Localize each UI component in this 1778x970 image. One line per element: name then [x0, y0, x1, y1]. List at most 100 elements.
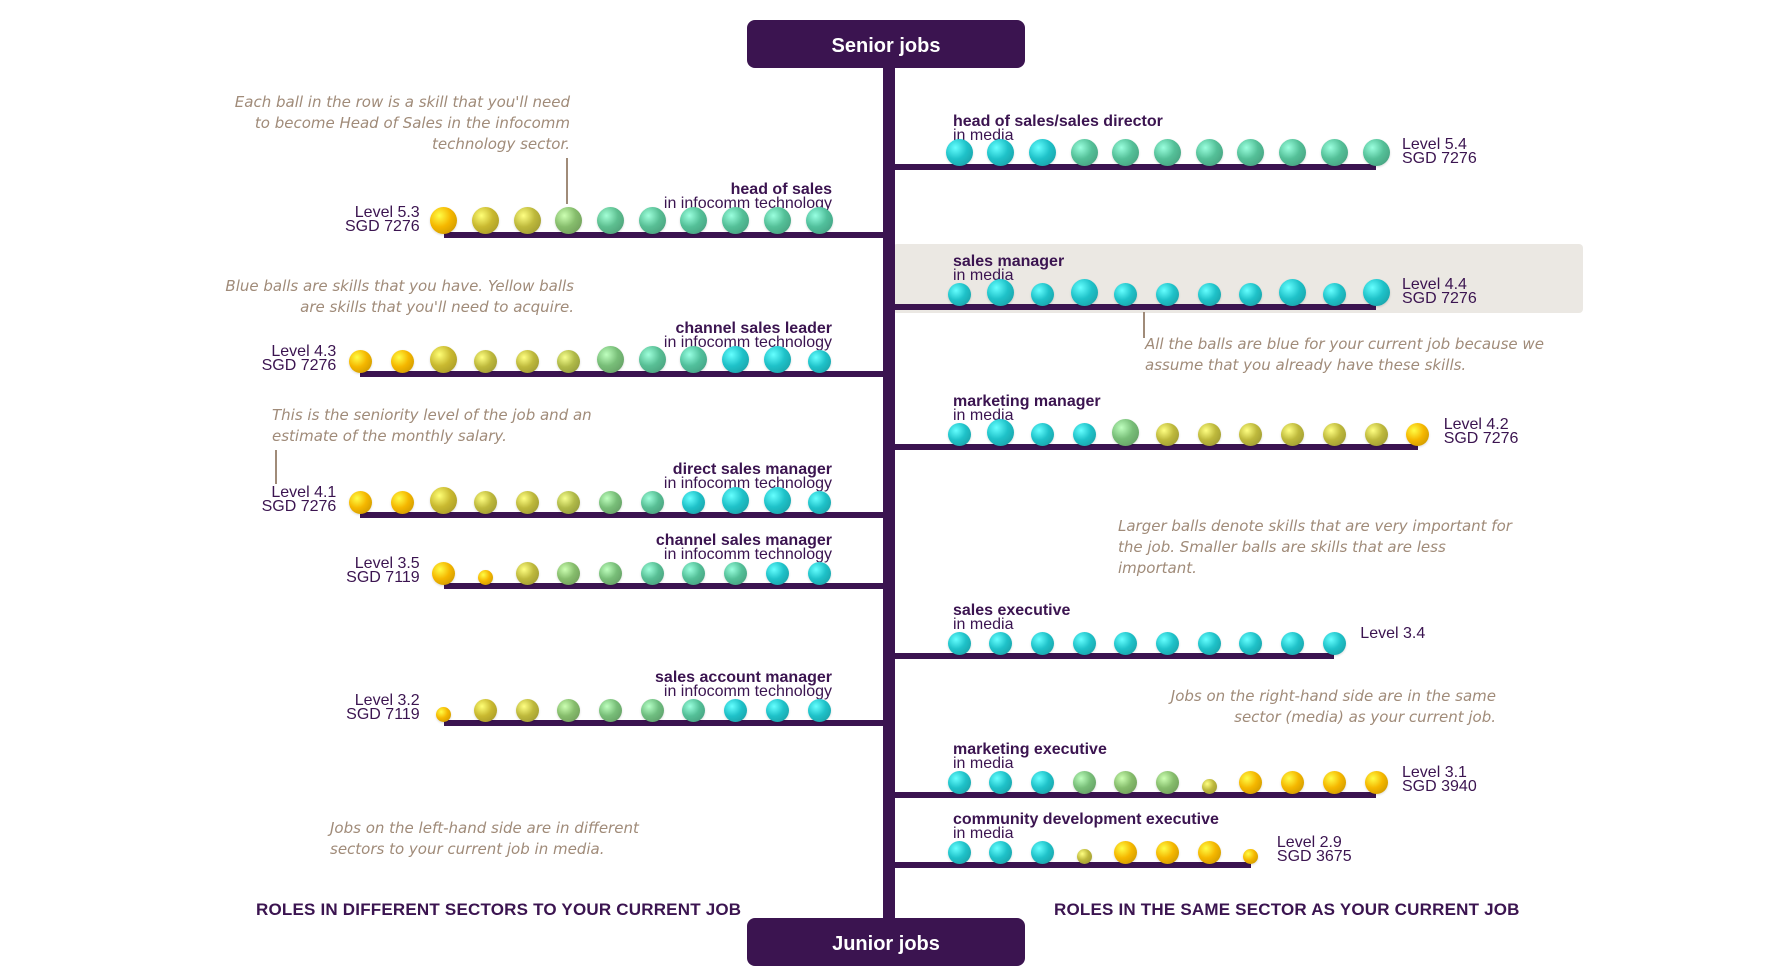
skill-ball: [513, 207, 541, 234]
skill-ball: [555, 207, 583, 234]
job-bar: [895, 653, 1335, 659]
level-value: Level 3.4: [1360, 625, 1426, 642]
skill-ball: [1072, 423, 1096, 446]
job-level: Level 4.2 SGD 7276: [1443, 417, 1519, 447]
skill-ball: [1239, 423, 1263, 446]
skill-ball: [722, 207, 750, 234]
skill-ball: [1362, 279, 1390, 306]
job-level: Level 3.2 SGD 7119: [346, 693, 420, 723]
skill-ball: [471, 207, 499, 234]
job-sector: in infocomm technology: [663, 195, 832, 212]
salary-value: SGD 7276: [261, 357, 337, 374]
skill-ball: [765, 562, 789, 585]
skill-ball: [436, 707, 452, 722]
skill-ball: [1156, 283, 1179, 306]
job-bar: [895, 304, 1376, 310]
skill-ball: [473, 491, 497, 514]
job-bar: [443, 720, 883, 726]
salary-value: SGD 7119: [346, 569, 420, 586]
level-value: Level 5.3: [354, 204, 420, 221]
skill-ball: [1197, 841, 1221, 864]
job-bar: [443, 583, 883, 589]
career-spine: [883, 60, 895, 920]
skill-ball: [1156, 632, 1179, 655]
job-level: Level 4.3 SGD 7276: [261, 344, 337, 374]
job-bar: [443, 232, 883, 238]
skill-ball: [1239, 632, 1263, 655]
skill-ball: [807, 350, 831, 373]
skill-ball: [1201, 779, 1217, 794]
job-level: Level 2.9 SGD 3675: [1276, 835, 1352, 865]
skill-ball: [597, 207, 624, 234]
skill-ball: [1072, 771, 1096, 794]
skill-ball: [1030, 632, 1054, 655]
skill-ball: [430, 346, 458, 373]
skill-ball: [680, 207, 708, 234]
skill-ball: [947, 771, 971, 794]
skill-ball: [1195, 139, 1223, 166]
skill-ball: [763, 487, 791, 514]
skill-ball: [1281, 632, 1305, 655]
skill-ball: [1239, 771, 1263, 794]
skill-ball: [597, 346, 624, 373]
skill-ball: [1154, 139, 1181, 166]
salary-value: SGD 3940: [1402, 778, 1477, 795]
skill-ball: [805, 207, 833, 234]
skill-ball: [724, 699, 748, 722]
skill-ball: [1281, 423, 1305, 446]
note-seniority: This is the seniority level of the job a…: [272, 406, 592, 445]
job-title: sales executive: [953, 602, 1071, 619]
skill-ball: [1072, 632, 1096, 655]
skill-ball: [1362, 139, 1390, 166]
skill-ball: [1322, 632, 1346, 655]
salary-value: SGD 7276: [1402, 150, 1477, 167]
salary-value: SGD 3675: [1276, 848, 1352, 865]
skill-ball: [1030, 283, 1054, 306]
skill-ball: [515, 699, 539, 722]
job-title: marketing executive: [953, 741, 1107, 758]
skill-ball: [807, 491, 831, 514]
skill-ball: [1156, 771, 1179, 794]
job-sector: in media: [953, 755, 1014, 772]
skill-ball: [1239, 283, 1263, 306]
job-bar: [895, 164, 1376, 170]
note-all-blue: All the balls are blue for your current …: [1145, 335, 1544, 374]
skill-ball: [989, 632, 1013, 655]
junior-jobs-label: Junior jobs: [747, 918, 1025, 966]
skill-ball: [515, 562, 539, 585]
salary-value: SGD 7276: [1443, 430, 1519, 447]
skill-ball: [680, 346, 708, 373]
skill-ball: [557, 699, 581, 722]
job-level: Level 4.1 SGD 7276: [262, 484, 337, 515]
job-title: community development executive: [953, 811, 1219, 828]
skill-ball: [1279, 279, 1307, 306]
skill-ball: [557, 562, 581, 585]
skill-ball: [390, 350, 414, 373]
skill-ball: [1197, 632, 1221, 655]
skill-ball: [682, 491, 706, 514]
skill-ball: [430, 207, 458, 234]
skill-ball: [1030, 423, 1054, 446]
skill-ball: [638, 207, 666, 234]
level-value: Level 4.1: [271, 484, 337, 501]
job-bar: [360, 371, 883, 377]
skill-ball: [1030, 771, 1054, 794]
salary-value: SGD 7276: [1402, 290, 1477, 307]
skill-ball: [1114, 771, 1138, 794]
salary-value: SGD 7276: [344, 218, 420, 235]
skill-ball: [1114, 283, 1138, 306]
skill-ball: [430, 487, 458, 514]
salary-value: SGD 7119: [346, 706, 420, 723]
job-level: Level 4.4 SGD 7276: [1402, 277, 1477, 307]
note-left-side: Jobs on the left-hand side are in differ…: [330, 819, 639, 858]
skill-ball: [947, 632, 971, 655]
skill-ball: [348, 350, 372, 373]
skill-ball: [599, 491, 622, 514]
skill-ball: [682, 562, 706, 585]
senior-jobs-label: Senior jobs: [747, 20, 1025, 68]
skill-ball: [1364, 423, 1388, 446]
job-bar: [895, 862, 1251, 868]
job-sector: in media: [953, 616, 1014, 633]
skill-ball: [987, 279, 1015, 306]
skill-ball: [1076, 849, 1092, 864]
